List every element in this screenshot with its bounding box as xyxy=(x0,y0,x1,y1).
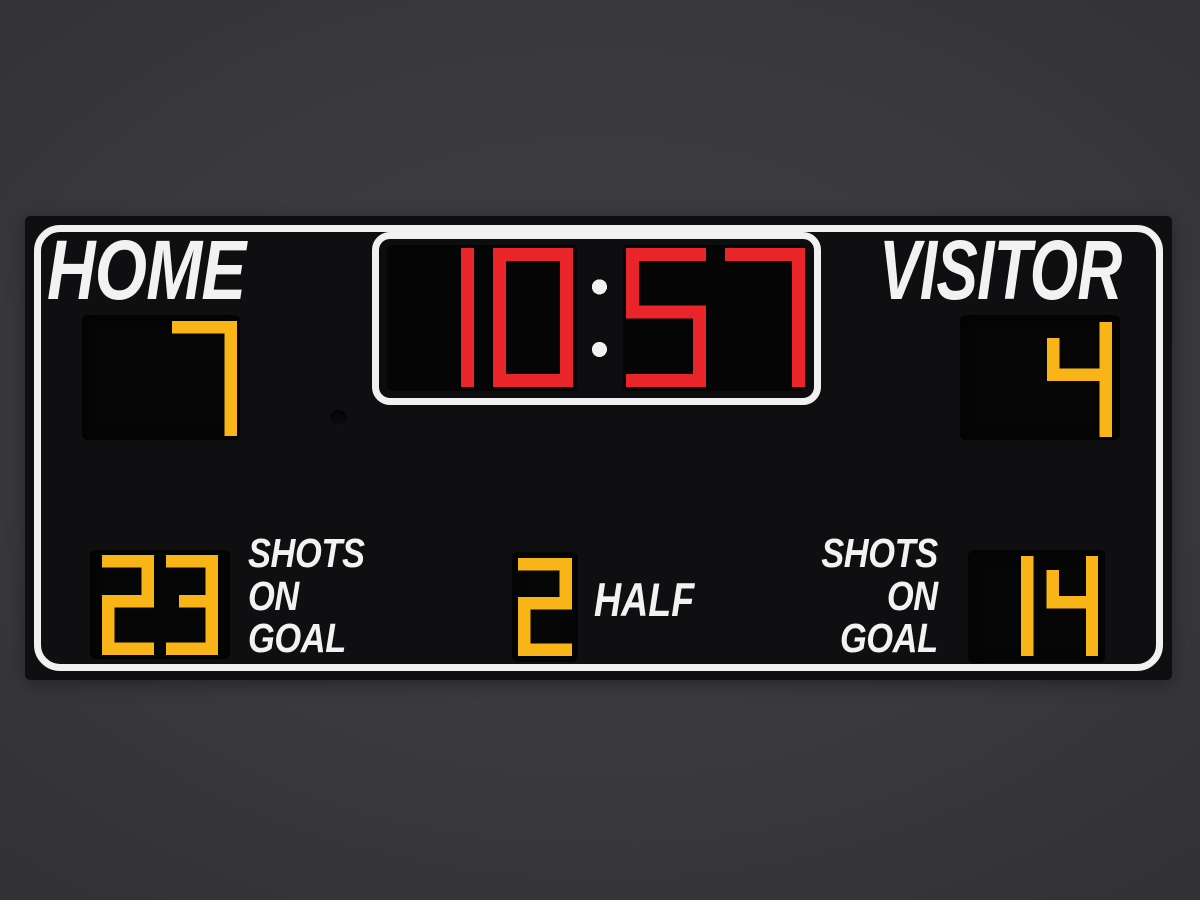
visitor-score-panel xyxy=(960,315,1120,440)
visitor-shots-panel xyxy=(968,550,1105,663)
period-panel xyxy=(512,552,578,662)
visitor-score-display xyxy=(1047,322,1112,437)
home-label: HOME xyxy=(47,223,246,317)
half-label: HALF xyxy=(594,573,695,626)
home-shots-panel xyxy=(90,550,230,659)
scoreboard-frame xyxy=(34,225,1163,671)
home-shots-on-goal-label: SHOTS ON GOAL xyxy=(248,532,365,660)
period-display xyxy=(518,558,572,656)
home-shots-label-line: SHOTS xyxy=(248,530,365,576)
home-shots-label-line: GOAL xyxy=(248,615,346,661)
visitor-shots-on-goal-label: SHOTS ON GOAL xyxy=(821,532,938,660)
visitor-shots-label-line: ON xyxy=(887,572,938,619)
home-shots-label-line: ON xyxy=(248,572,299,619)
home-shots-display xyxy=(102,555,218,655)
game-clock-display xyxy=(461,248,805,387)
visitor-label: VISITOR xyxy=(879,223,1123,317)
board-bolt xyxy=(330,410,347,427)
clock-minutes-module xyxy=(387,245,577,391)
home-score-display xyxy=(172,321,237,436)
visitor-shots-display xyxy=(1020,556,1098,656)
visitor-shots-label-line: GOAL xyxy=(840,615,938,661)
home-score-panel xyxy=(82,315,240,440)
visitor-shots-label-line: SHOTS xyxy=(821,530,938,576)
